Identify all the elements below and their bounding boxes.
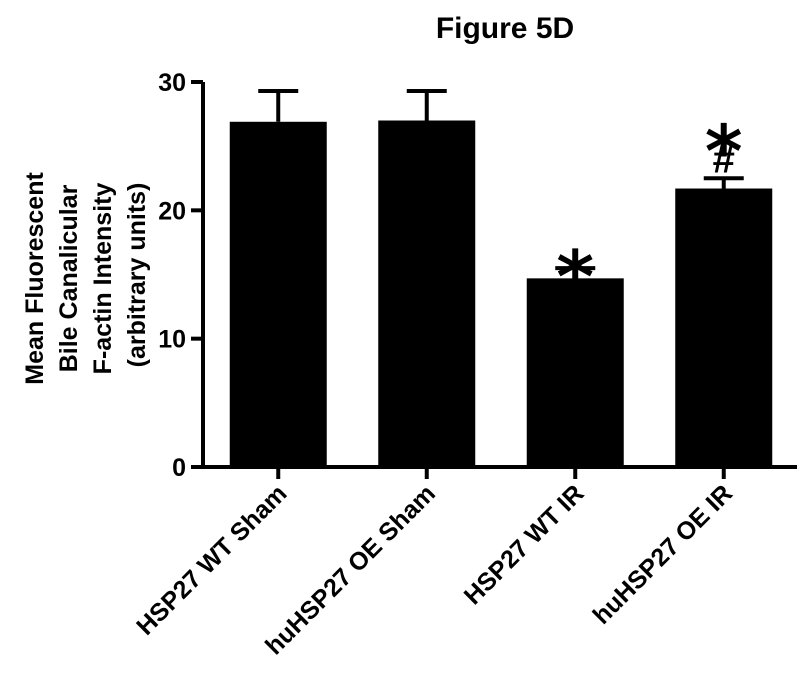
y-axis-label-line-1: Mean Fluorescent	[21, 172, 49, 385]
y-tick-label-0: 0	[172, 454, 186, 482]
bars	[229, 120, 773, 468]
x-tick-label-2: HSP27 WT IR	[459, 479, 590, 610]
bar-1	[378, 120, 476, 467]
y-axis-label-line-3: F-actin Intensity	[89, 183, 117, 375]
y-ticks: 0 10 20 30	[158, 69, 203, 482]
significance-annotations: *#*	[556, 109, 742, 319]
y-axis-label-line-2: Bile Canalicular	[55, 184, 83, 372]
chart-title: Figure 5D	[436, 12, 574, 45]
bar-3	[675, 188, 773, 467]
y-tick-label-20: 20	[158, 197, 186, 225]
y-axis-label-line-4: (arbitrary units)	[123, 183, 151, 368]
y-tick-label-30: 30	[158, 69, 186, 97]
y-tick-label-10: 10	[158, 326, 186, 354]
bar-0	[229, 121, 327, 468]
hash-annotation-3: #	[713, 137, 735, 181]
y-axis-label: Mean Fluorescent Bile Canalicular F-acti…	[21, 165, 151, 385]
star-annotation-2: *	[556, 235, 594, 319]
error-bars	[258, 88, 744, 279]
x-tick-label-3: huHSP27 OE IR	[588, 479, 738, 629]
star-annotation-3: *	[705, 109, 743, 193]
bar-2	[526, 278, 624, 467]
x-tick-label-1: huHSP27 OE Sham	[260, 479, 441, 660]
x-tick-label-0: HSP27 WT Sham	[131, 479, 292, 640]
